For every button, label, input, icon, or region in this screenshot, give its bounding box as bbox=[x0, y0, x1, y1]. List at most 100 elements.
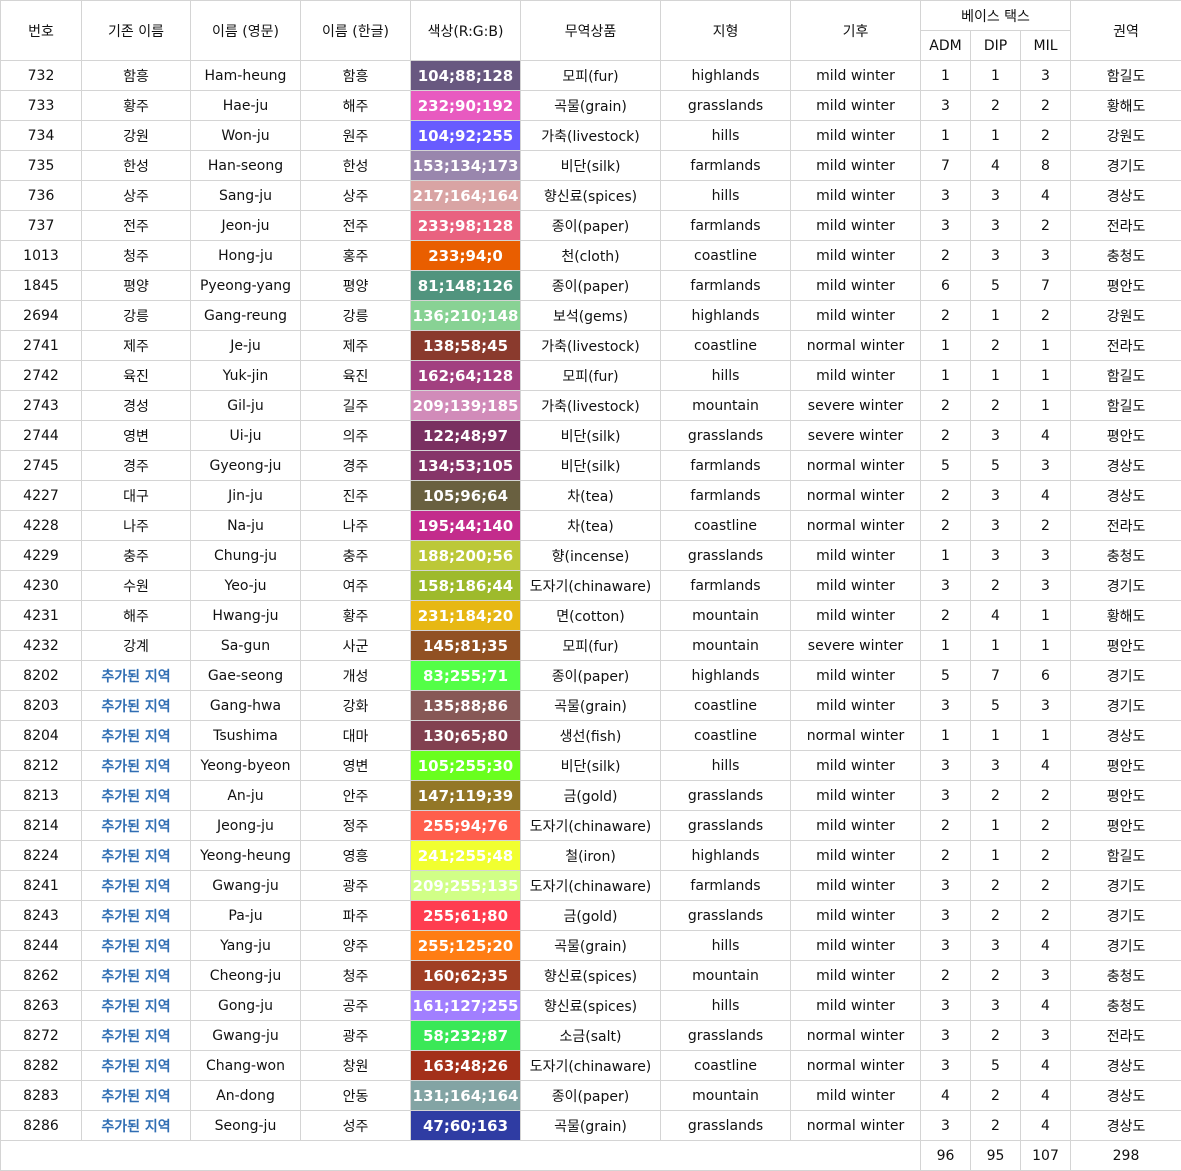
cell-adm: 2 bbox=[920, 300, 971, 331]
cell-dip: 2 bbox=[970, 1110, 1021, 1141]
header-adm: ADM bbox=[920, 30, 971, 61]
cell-dip: 2 bbox=[970, 90, 1021, 121]
cell-trade-goods: 종이(paper) bbox=[520, 1080, 661, 1111]
table-row: 4231 해주 Hwang-ju 황주 231;184;20 면(cotton) mount… bbox=[0, 600, 1181, 631]
cell-climate: mild winter bbox=[790, 270, 921, 301]
cell-english-name: Yuk-jin bbox=[190, 360, 301, 391]
cell-old-name: 추가된 지역 bbox=[81, 990, 191, 1021]
cell-dip: 1 bbox=[970, 300, 1021, 331]
table-row: 8244 추가된 지역 Yang-ju 양주 255;125;20 곡물(grain) hi… bbox=[0, 930, 1181, 961]
cell-number: 2741 bbox=[0, 330, 82, 361]
cell-mil: 1 bbox=[1019, 630, 1072, 661]
cell-trade-goods: 생선(fish) bbox=[520, 720, 661, 751]
cell-terrain: grasslands bbox=[660, 810, 791, 841]
cell-adm: 1 bbox=[920, 120, 971, 151]
cell-mil: 2 bbox=[1019, 870, 1072, 901]
cell-korean-name: 창원 bbox=[300, 1050, 411, 1081]
cell-dip: 1 bbox=[970, 840, 1021, 871]
cell-english-name: Hwang-ju bbox=[190, 600, 301, 631]
cell-old-name: 추가된 지역 bbox=[81, 660, 191, 691]
cell-mil: 2 bbox=[1019, 900, 1072, 931]
cell-color: 147;119;39 bbox=[410, 780, 521, 811]
table-row: 8224 추가된 지역 Yeong-heung 영흥 241;255;48 철(iron)… bbox=[0, 840, 1181, 871]
cell-color: 136;210;148 bbox=[410, 300, 521, 331]
cell-climate: normal winter bbox=[790, 480, 921, 511]
cell-terrain: farmlands bbox=[660, 570, 791, 601]
cell-terrain: grasslands bbox=[660, 1020, 791, 1051]
cell-old-name: 평양 bbox=[81, 270, 191, 301]
cell-color: 81;148;126 bbox=[410, 270, 521, 301]
cell-trade-goods: 가축(livestock) bbox=[520, 330, 661, 361]
cell-region: 함길도 bbox=[1070, 360, 1181, 391]
cell-region: 전라도 bbox=[1070, 330, 1181, 361]
cell-mil: 2 bbox=[1019, 210, 1072, 241]
cell-korean-name: 공주 bbox=[300, 990, 411, 1021]
cell-dip: 3 bbox=[970, 480, 1021, 511]
cell-adm: 3 bbox=[920, 1050, 971, 1081]
cell-old-name: 추가된 지역 bbox=[81, 810, 191, 841]
cell-old-name: 강릉 bbox=[81, 300, 191, 331]
total-mil: 107 bbox=[1019, 1140, 1072, 1171]
cell-region: 전라도 bbox=[1070, 510, 1181, 541]
cell-old-name: 함흥 bbox=[81, 60, 191, 91]
cell-dip: 3 bbox=[970, 420, 1021, 451]
cell-korean-name: 정주 bbox=[300, 810, 411, 841]
cell-mil: 3 bbox=[1019, 450, 1072, 481]
header-trade-goods: 무역상품 bbox=[520, 0, 661, 61]
cell-region: 강원도 bbox=[1070, 120, 1181, 151]
cell-climate: mild winter bbox=[790, 900, 921, 931]
table-row: 8204 추가된 지역 Tsushima 대마 130;65;80 생선(fish) coa… bbox=[0, 720, 1181, 751]
cell-dip: 2 bbox=[970, 1020, 1021, 1051]
cell-region: 황해도 bbox=[1070, 600, 1181, 631]
cell-old-name: 육진 bbox=[81, 360, 191, 391]
cell-english-name: Jin-ju bbox=[190, 480, 301, 511]
cell-terrain: highlands bbox=[660, 300, 791, 331]
cell-adm: 1 bbox=[920, 330, 971, 361]
totals-row: 96 95 107 298 bbox=[0, 1140, 1181, 1171]
table-row: 8203 추가된 지역 Gang-hwa 강화 135;88;86 곡물(grain) co… bbox=[0, 690, 1181, 721]
cell-number: 735 bbox=[0, 150, 82, 181]
cell-region: 전라도 bbox=[1070, 210, 1181, 241]
cell-number: 737 bbox=[0, 210, 82, 241]
cell-trade-goods: 비단(silk) bbox=[520, 420, 661, 451]
cell-dip: 5 bbox=[970, 270, 1021, 301]
cell-terrain: mountain bbox=[660, 960, 791, 991]
cell-mil: 6 bbox=[1019, 660, 1072, 691]
cell-trade-goods: 보석(gems) bbox=[520, 300, 661, 331]
cell-trade-goods: 곡물(grain) bbox=[520, 90, 661, 121]
cell-color: 145;81;35 bbox=[410, 630, 521, 661]
cell-region: 평안도 bbox=[1070, 630, 1181, 661]
table-row: 8212 추가된 지역 Yeong-byeon 영변 105;255;30 비단(silk… bbox=[0, 750, 1181, 781]
table-row: 8243 추가된 지역 Pa-ju 파주 255;61;80 금(gold) grassla… bbox=[0, 900, 1181, 931]
cell-color: 105;255;30 bbox=[410, 750, 521, 781]
cell-dip: 2 bbox=[970, 780, 1021, 811]
cell-korean-name: 황주 bbox=[300, 600, 411, 631]
cell-terrain: grasslands bbox=[660, 420, 791, 451]
table-row: 733 황주 Hae-ju 해주 232;90;192 곡물(grain) grasslan… bbox=[0, 90, 1181, 121]
cell-mil: 3 bbox=[1019, 240, 1072, 271]
cell-terrain: farmlands bbox=[660, 450, 791, 481]
cell-region: 황해도 bbox=[1070, 90, 1181, 121]
cell-region: 경상도 bbox=[1070, 480, 1181, 511]
cell-color: 130;65;80 bbox=[410, 720, 521, 751]
cell-dip: 4 bbox=[970, 150, 1021, 181]
table-row: 2743 경성 Gil-ju 길주 209;139;185 가축(livestock) mo… bbox=[0, 390, 1181, 421]
cell-korean-name: 대마 bbox=[300, 720, 411, 751]
cell-mil: 3 bbox=[1019, 1020, 1072, 1051]
cell-english-name: Gyeong-ju bbox=[190, 450, 301, 481]
cell-color: 135;88;86 bbox=[410, 690, 521, 721]
header-mil: MIL bbox=[1019, 30, 1072, 61]
cell-korean-name: 평양 bbox=[300, 270, 411, 301]
cell-mil: 2 bbox=[1019, 120, 1072, 151]
cell-trade-goods: 향신료(spices) bbox=[520, 960, 661, 991]
cell-color: 158;186;44 bbox=[410, 570, 521, 601]
cell-trade-goods: 향(incense) bbox=[520, 540, 661, 571]
cell-climate: mild winter bbox=[790, 750, 921, 781]
cell-region: 강원도 bbox=[1070, 300, 1181, 331]
cell-adm: 2 bbox=[920, 480, 971, 511]
cell-old-name: 추가된 지역 bbox=[81, 930, 191, 961]
cell-adm: 3 bbox=[920, 570, 971, 601]
cell-number: 1013 bbox=[0, 240, 82, 271]
cell-climate: mild winter bbox=[790, 540, 921, 571]
